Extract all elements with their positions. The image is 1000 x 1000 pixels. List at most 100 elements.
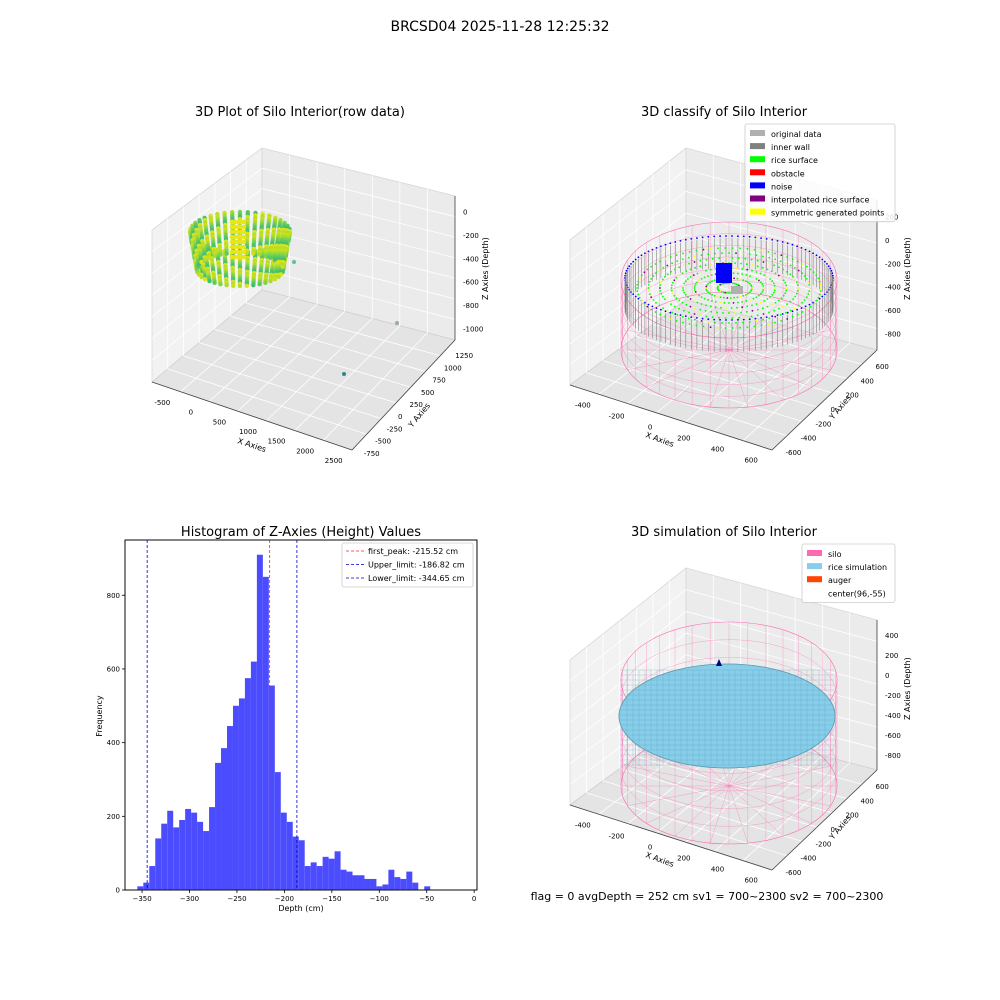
- cls-surface-point: [726, 292, 728, 294]
- raw-grid-line: [230, 315, 426, 372]
- cls-y-tick-label: 600: [876, 363, 889, 371]
- sim-x-tick-label: -400: [575, 822, 591, 830]
- cls-surface-point: [709, 247, 712, 250]
- cls-surface-point: [696, 272, 699, 275]
- cls-surface-point: [731, 247, 734, 249]
- sim-x-tick-label: -200: [609, 833, 625, 841]
- hist-bar: [394, 877, 401, 890]
- cls-surface-point: [711, 316, 714, 319]
- cls-surface-point: [767, 251, 770, 253]
- cls-surface-point: [809, 268, 812, 271]
- cls-surface-point: [714, 252, 716, 255]
- cls-surface-point: [755, 320, 758, 322]
- cls-surface-point: [733, 282, 736, 285]
- cls-spoke: [728, 330, 831, 351]
- cls-surface-point: [666, 264, 669, 267]
- raw-cloud-point: [268, 278, 273, 284]
- cls-surface-point: [700, 303, 703, 305]
- raw-x-tick-label: 1500: [268, 438, 286, 446]
- cls-surface-point: [704, 264, 707, 267]
- cls-surface-point: [694, 291, 697, 293]
- cls-surface-point: [750, 258, 753, 261]
- cls-y-tick-label: -600: [786, 449, 802, 457]
- cls-surface-point: [698, 279, 700, 282]
- hist-bar: [346, 871, 353, 890]
- cls-surface-point: [696, 292, 698, 295]
- cls-noise-point: [664, 243, 667, 246]
- sim-grid-line: [569, 611, 687, 702]
- cls-noise-point: [647, 303, 650, 306]
- sim-spoke: [728, 785, 784, 837]
- cls-surface-point: [748, 282, 751, 285]
- cls-surface-point: [818, 293, 821, 296]
- cls-surface-point: [794, 278, 797, 281]
- raw-z-tick-label: -800: [463, 302, 479, 310]
- cls-noise-point: [696, 237, 698, 240]
- hist-x-ticks: −350 −300 −250 −200 −150 −100 −50 0: [132, 890, 476, 903]
- sim-z-tick-label: -600: [885, 732, 901, 740]
- raw-cloud-point: [231, 283, 236, 288]
- cls-surface-point: [746, 268, 749, 271]
- cls-surface-point: [734, 312, 736, 314]
- cls-surface-point: [774, 321, 776, 324]
- hist-y-ticks: 0 200 400 600 800: [107, 592, 125, 895]
- sim-auger-marker: [716, 659, 722, 666]
- cls-grid-line: [569, 191, 687, 282]
- cls-noise-point: [679, 314, 682, 316]
- cls-surface-point: [755, 303, 758, 305]
- cls-noise-point: [684, 315, 687, 318]
- cls-noise-point: [707, 235, 710, 238]
- cls-surface-point: [760, 292, 762, 295]
- cls-noise-point: [634, 295, 637, 298]
- raw-grid-line: [261, 167, 456, 217]
- cls-noise-point: [637, 297, 640, 300]
- raw-cloud-point: [280, 264, 285, 269]
- cls-surface-point: [797, 287, 799, 289]
- sim-spoke: [627, 766, 730, 787]
- cls-surface-point: [726, 297, 729, 299]
- sim-grid-line: [603, 780, 803, 842]
- sim-z-tick-label: 200: [885, 652, 898, 660]
- raw-cloud-point: [257, 252, 262, 257]
- cls-surface-point: [791, 315, 794, 318]
- cls-surface-point: [756, 314, 759, 317]
- hist-bar: [292, 836, 299, 890]
- cls-surface-point: [751, 269, 753, 272]
- histogram-title: Histogram of Z-Axies (Height) Values: [181, 525, 421, 540]
- hist-bar: [286, 821, 293, 890]
- cls-surface-point: [671, 311, 673, 314]
- cls-surface-point: [669, 318, 672, 320]
- raw-panel-title: 3D Plot of Silo Interior(row data): [195, 105, 405, 120]
- cls-surface-point: [707, 253, 710, 256]
- cls-surface-point: [699, 259, 702, 262]
- cls-grid-line: [603, 360, 803, 422]
- cls-surface-point: [673, 268, 676, 271]
- cls-surface-point: [700, 320, 703, 322]
- cls-surface-point: [710, 263, 713, 266]
- cls-surface-point: [716, 311, 718, 314]
- raw-z-tick-label: 0: [463, 209, 467, 217]
- raw-cloud-point: [272, 277, 278, 282]
- cls-surface-point: [710, 274, 713, 276]
- raw-y-tick-label: -750: [364, 450, 380, 458]
- cls-y-tick-label: -200: [816, 420, 832, 428]
- hist-bar: [268, 685, 275, 890]
- cls-surface-point: [706, 284, 708, 286]
- cls-surface-point: [640, 274, 643, 277]
- cls-surface-point: [696, 281, 698, 284]
- cls-noise-point: [781, 313, 784, 315]
- sim-grid-line: [685, 632, 878, 685]
- cls-x-tick-label: 200: [677, 435, 690, 443]
- raw-grid-line: [151, 167, 263, 253]
- cls-surface-point: [758, 279, 760, 282]
- raw-grid-line: [180, 296, 290, 393]
- cls-surface-point: [818, 280, 821, 283]
- cls-surface-point: [795, 281, 798, 284]
- cls-surface-point: [710, 300, 713, 302]
- cls-surface-point: [779, 260, 782, 263]
- cls-surface-point: [805, 278, 808, 280]
- cls-surface-point: [735, 283, 738, 286]
- cls-noise-point: [637, 256, 640, 259]
- cls-surface-point: [652, 299, 655, 301]
